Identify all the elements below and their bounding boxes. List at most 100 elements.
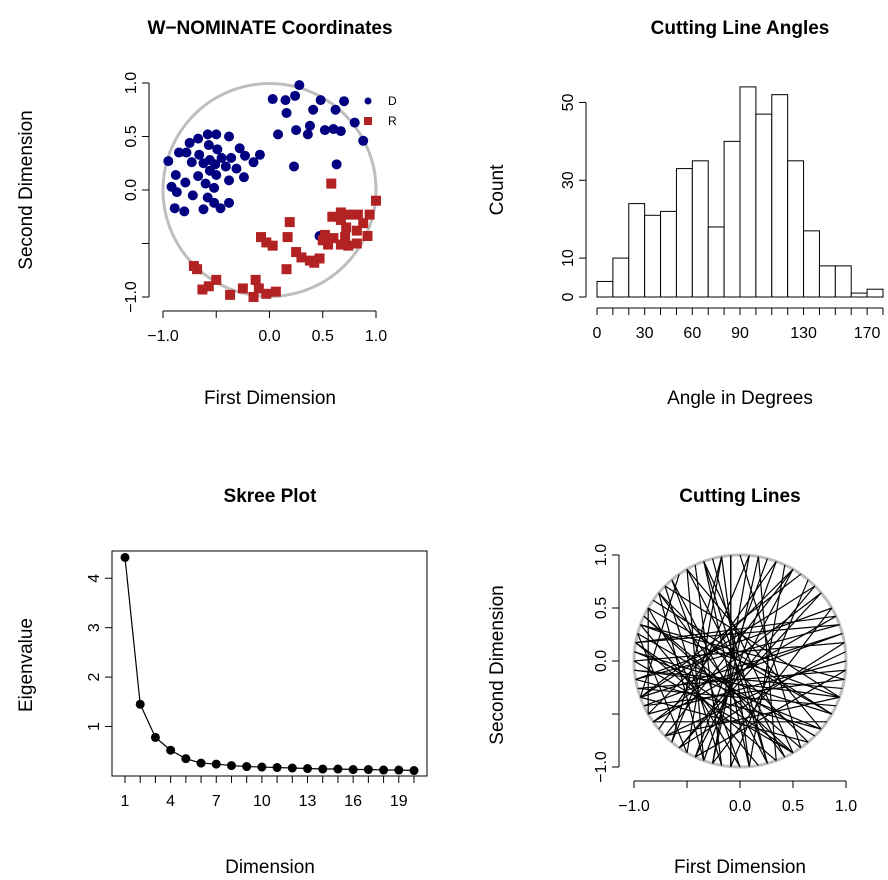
histogram-bar <box>787 160 805 298</box>
point-d <box>186 157 197 168</box>
point-d <box>238 172 249 183</box>
point-d <box>280 95 291 106</box>
histogram-bar <box>660 210 677 298</box>
eigenvalue-point <box>242 762 252 772</box>
point-d <box>290 90 301 101</box>
axes: 1 4 7 10 13 16 19 1 2 3 4 <box>86 550 428 810</box>
point-d <box>302 129 313 140</box>
point-d <box>339 96 350 107</box>
panel-wnominate-coordinates: W−NOMINATE Coordinates First Dimension S… <box>16 18 397 409</box>
point-r <box>362 231 373 242</box>
point-r <box>211 274 222 285</box>
y-axis-label: Second Dimension <box>487 585 508 744</box>
eigenvalue-point <box>379 765 389 775</box>
cutting-line <box>635 642 777 762</box>
point-r <box>261 237 272 248</box>
point-d <box>173 147 184 158</box>
x-tick-label: 7 <box>212 793 221 810</box>
x-tick-label: 130 <box>790 325 817 342</box>
cutting-line <box>748 564 786 767</box>
point-d <box>315 95 326 106</box>
point-d <box>331 159 342 170</box>
point-d <box>319 125 330 136</box>
point-d <box>308 104 319 115</box>
x-tick-label: −1.0 <box>147 328 179 345</box>
point-r <box>203 281 214 292</box>
cutting-line <box>635 642 794 754</box>
cutting-line <box>637 687 837 707</box>
x-tick-label: 16 <box>344 793 362 810</box>
eigenvalue-point <box>394 765 404 775</box>
histogram-bar <box>628 203 646 298</box>
x-tick-label: 0.5 <box>312 328 334 345</box>
histogram-bar <box>691 160 709 298</box>
y-tick-label: 1.0 <box>123 72 140 94</box>
plot-area <box>632 553 848 769</box>
axes: −1.0 0.0 0.5 1.0 −1.0 0.0 0.5 1.0 <box>593 544 857 815</box>
point-d <box>211 170 222 181</box>
point-r <box>344 209 355 220</box>
histogram-bar <box>866 288 884 298</box>
plot-area <box>120 552 419 776</box>
point-d <box>193 171 204 182</box>
point-r <box>364 209 375 220</box>
point-r <box>351 225 362 236</box>
histogram-bar <box>771 94 789 298</box>
point-d <box>224 131 235 142</box>
x-tick-label: 30 <box>636 325 654 342</box>
eigenvalue-point <box>257 762 267 772</box>
cutting-line <box>703 561 750 767</box>
point-d <box>291 125 302 136</box>
eigenvalue-point <box>166 745 176 755</box>
point-d <box>198 204 209 215</box>
x-tick-label: 1.0 <box>365 328 387 345</box>
point-d <box>358 135 369 146</box>
x-axis-label: Dimension <box>225 857 315 878</box>
eigenvalue-point <box>120 552 130 562</box>
point-r <box>371 195 381 206</box>
eigenvalue-point <box>181 754 191 764</box>
histogram-bar <box>834 265 852 298</box>
x-tick-label: 1.0 <box>835 798 857 815</box>
legend-marker-r <box>364 117 372 125</box>
y-tick-label: 50 <box>560 93 577 111</box>
point-d <box>330 104 341 115</box>
cutting-line <box>686 568 786 758</box>
chart-title: W−NOMINATE Coordinates <box>147 18 392 39</box>
histogram-bar <box>596 280 614 298</box>
y-tick-label: 0.0 <box>123 179 140 201</box>
cutting-line <box>640 624 840 698</box>
cutting-line <box>640 585 816 698</box>
point-r <box>341 222 352 233</box>
eigenvalue-point <box>318 764 328 774</box>
point-d <box>335 126 346 137</box>
point-d <box>254 149 265 160</box>
point-r <box>335 207 346 218</box>
axes: 0 30 60 90 130 170 0 10 30 50 <box>560 93 884 342</box>
legend: DR <box>364 94 397 128</box>
eigenvalue-point <box>211 759 221 769</box>
histogram-bar <box>723 140 741 298</box>
point-d <box>224 197 235 208</box>
eigenvalue-point <box>226 761 236 771</box>
eigenvalue-point <box>135 699 145 709</box>
point-r <box>317 235 328 246</box>
point-d <box>226 152 237 163</box>
cutting-line <box>664 585 840 698</box>
point-r <box>358 218 369 229</box>
y-tick-label: 0.0 <box>593 650 610 672</box>
point-d <box>304 120 315 131</box>
point-d <box>169 203 180 214</box>
y-tick-label: 0.5 <box>123 125 140 147</box>
legend-label-d: D <box>388 94 397 108</box>
point-d <box>209 182 220 193</box>
point-d <box>184 137 195 148</box>
eigenvalue-point <box>333 764 343 774</box>
histogram-bar <box>850 292 868 298</box>
y-tick-label: 4 <box>86 574 103 583</box>
point-r <box>270 286 281 297</box>
point-r <box>343 240 354 251</box>
point-d <box>179 206 190 217</box>
plot-area <box>596 86 884 298</box>
